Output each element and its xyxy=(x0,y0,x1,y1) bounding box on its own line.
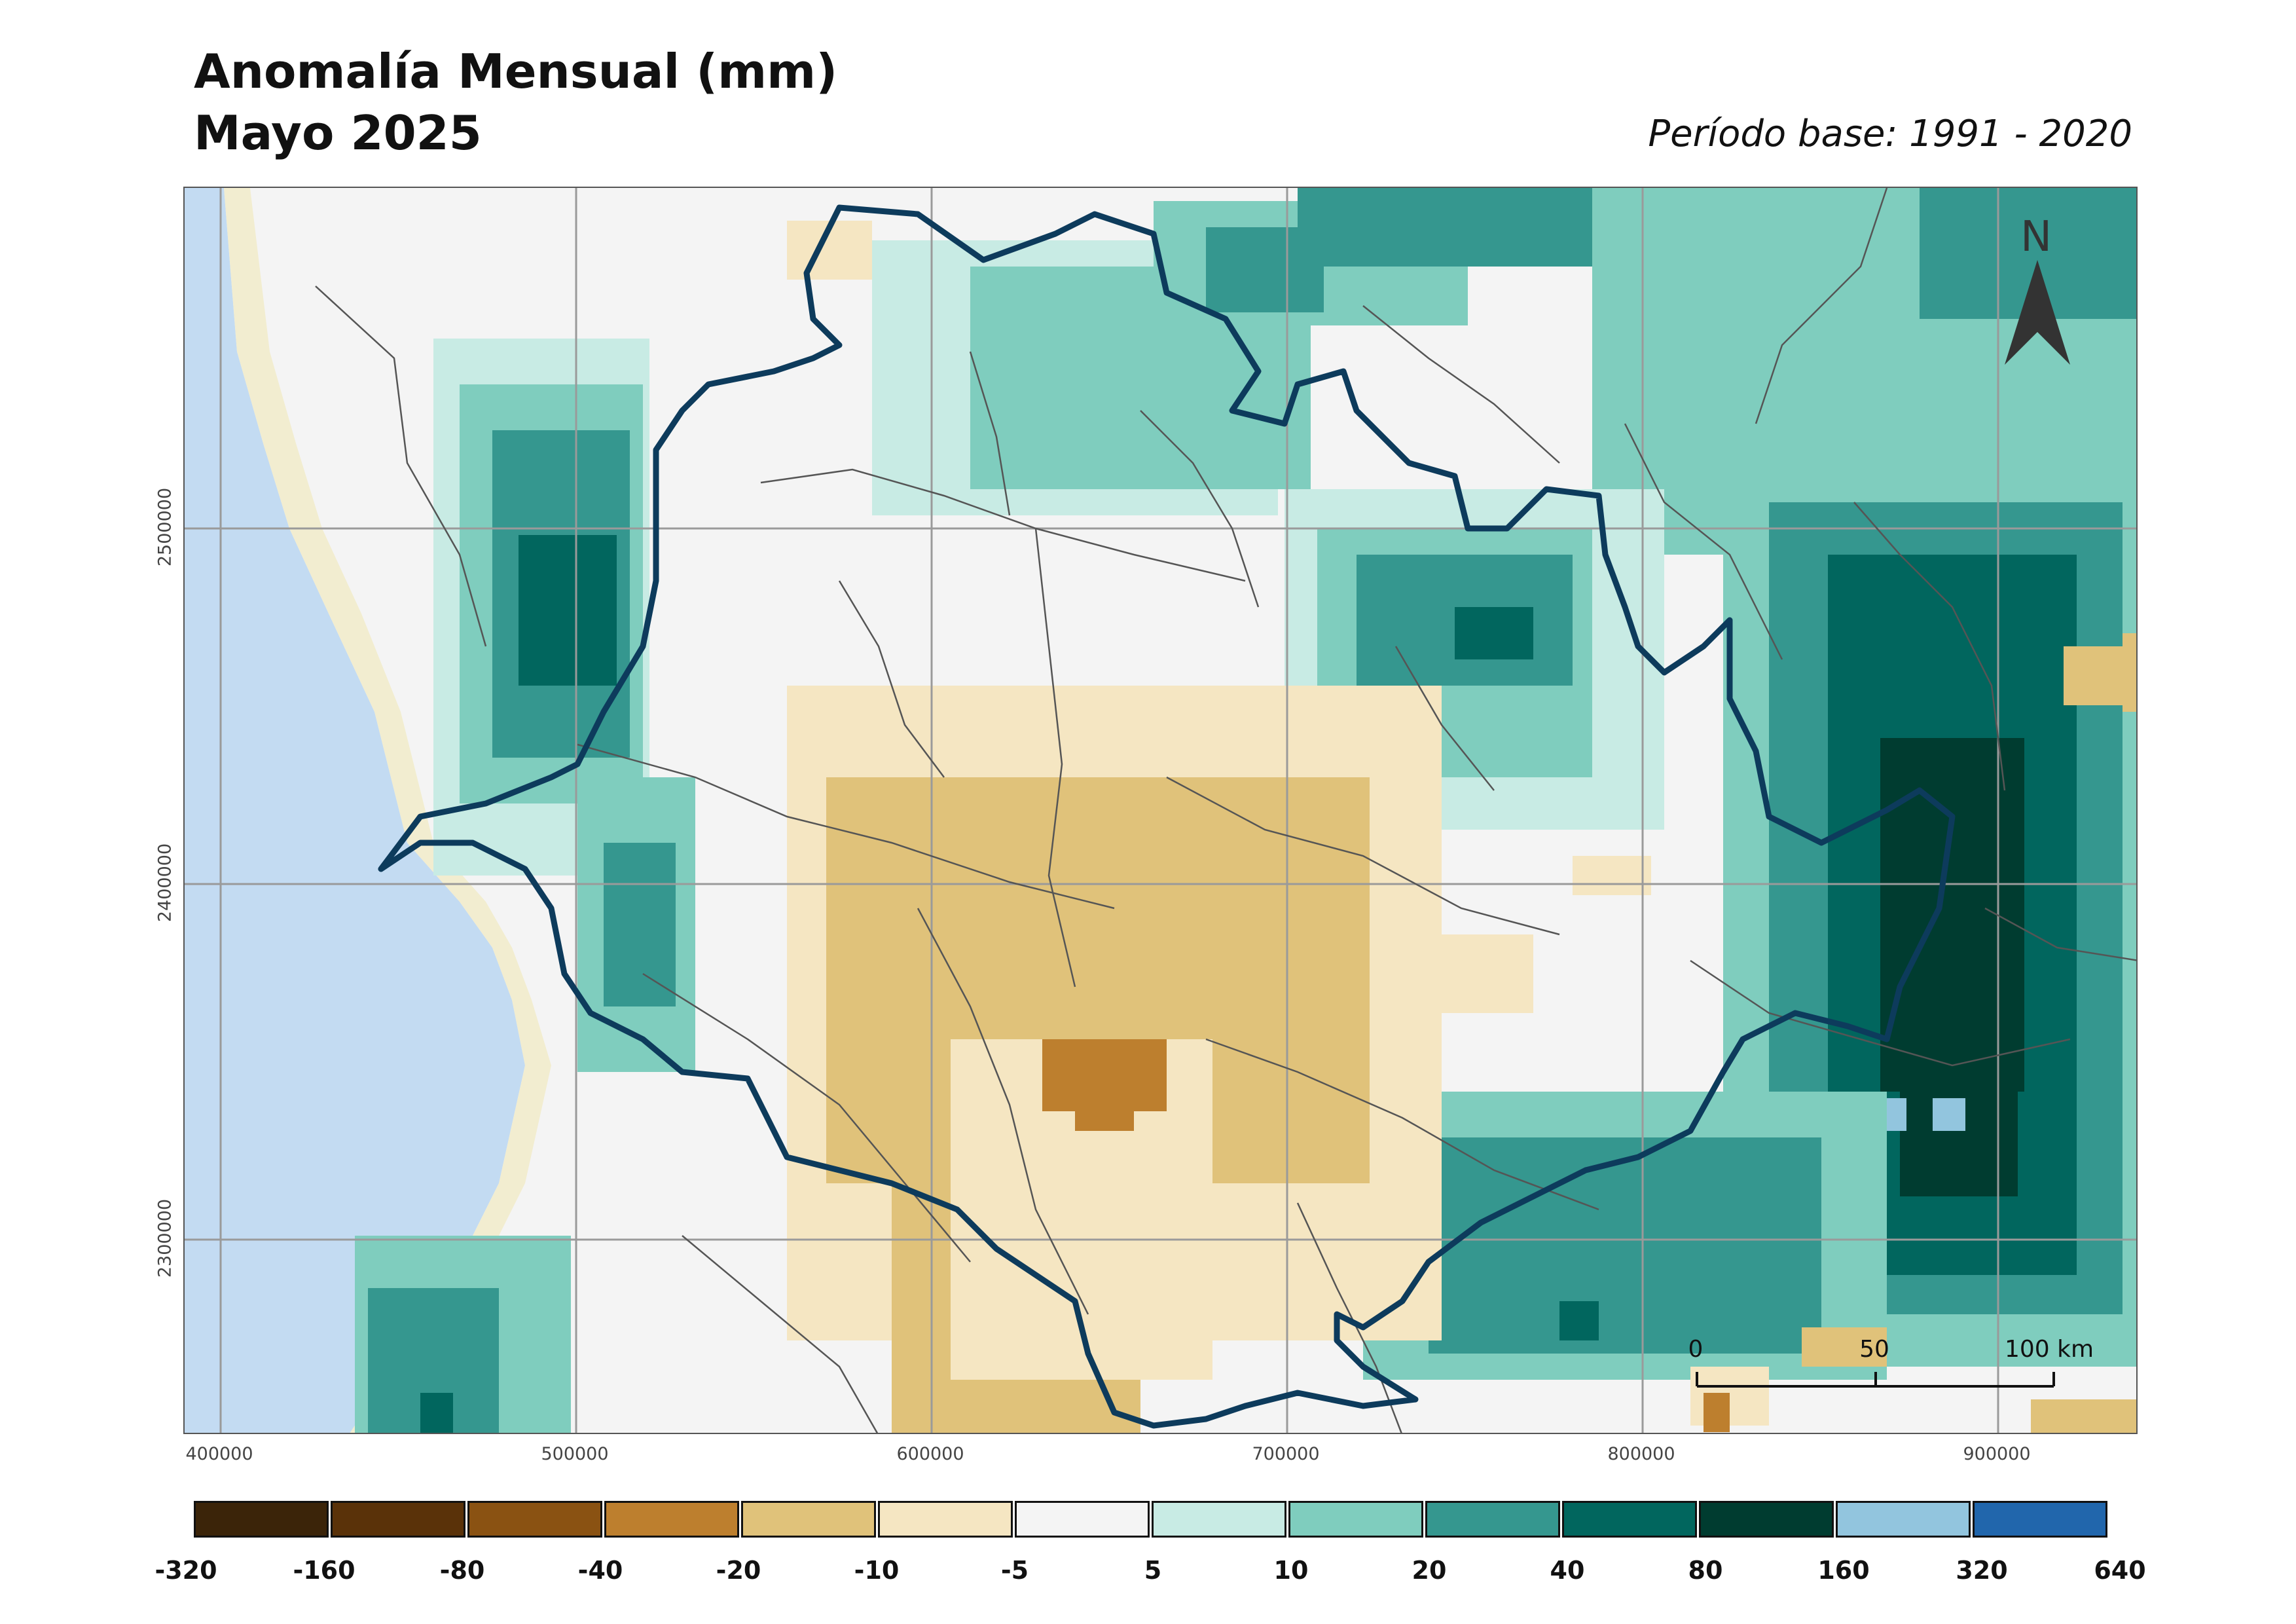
legend-break-label: 640 xyxy=(2094,1556,2146,1585)
anomaly-raster xyxy=(355,188,2136,1433)
y-tick-2500000: 2500000 xyxy=(155,487,175,567)
scale-label-0: 0 xyxy=(1688,1336,1704,1363)
legend-class-3 xyxy=(467,1501,602,1538)
scale-label-100: 100 km xyxy=(2004,1336,2094,1363)
map-frame[interactable] xyxy=(183,187,2138,1434)
x-tick-500000: 500000 xyxy=(541,1444,609,1464)
x-tick-900000: 900000 xyxy=(1963,1444,2031,1464)
legend-break-label: 20 xyxy=(1412,1556,1447,1585)
legend-break-label: -5 xyxy=(1000,1556,1029,1585)
x-tick-400000: 400000 xyxy=(185,1444,253,1464)
scale-bar xyxy=(1696,1372,2055,1388)
map-title: Anomalía Mensual (mm) Mayo 2025 xyxy=(194,41,837,164)
legend-class-11 xyxy=(1562,1501,1697,1538)
coast-strip xyxy=(224,188,551,1433)
legend-class-2 xyxy=(331,1501,465,1538)
legend-class-6 xyxy=(878,1501,1013,1538)
x-tick-600000: 600000 xyxy=(896,1444,964,1464)
legend-break-label: -40 xyxy=(577,1556,623,1585)
ocean-area xyxy=(185,188,525,1433)
north-label: N xyxy=(2020,213,2052,261)
scale-label-50: 50 xyxy=(1859,1336,1889,1363)
legend-break-label: 80 xyxy=(1688,1556,1723,1585)
legend-break-label: -10 xyxy=(854,1556,900,1585)
legend-break-label: -160 xyxy=(293,1556,355,1585)
municipal-boundaries xyxy=(315,188,2136,1433)
title-line-2: Mayo 2025 xyxy=(194,105,482,160)
y-tick-2300000: 2300000 xyxy=(155,1198,175,1278)
base-period-label: Período base: 1991 - 2020 xyxy=(1648,113,2132,155)
legend-class-9 xyxy=(1288,1501,1423,1538)
legend-class-7 xyxy=(1015,1501,1150,1538)
legend-break-label: 40 xyxy=(1550,1556,1585,1585)
legend-class-5 xyxy=(741,1501,876,1538)
legend-break-label: 10 xyxy=(1273,1556,1309,1585)
legend-class-14 xyxy=(1973,1501,2107,1538)
legend-break-label: -80 xyxy=(439,1556,485,1585)
legend-break-label: 160 xyxy=(1817,1556,1870,1585)
legend-class-13 xyxy=(1836,1501,1971,1538)
map-canvas xyxy=(185,188,2136,1433)
x-tick-800000: 800000 xyxy=(1607,1444,1675,1464)
legend-class-4 xyxy=(604,1501,739,1538)
legend-break-label: 5 xyxy=(1144,1556,1162,1585)
legend-class-12 xyxy=(1699,1501,1834,1538)
legend-break-label: -320 xyxy=(155,1556,217,1585)
graticule xyxy=(185,188,2136,1433)
north-arrow xyxy=(2005,260,2070,365)
title-line-1: Anomalía Mensual (mm) xyxy=(194,44,838,99)
legend-class-10 xyxy=(1425,1501,1560,1538)
legend-break-label: -20 xyxy=(716,1556,761,1585)
legend-class-1 xyxy=(194,1501,329,1538)
legend-class-8 xyxy=(1152,1501,1286,1538)
x-tick-700000: 700000 xyxy=(1252,1444,1320,1464)
y-tick-2400000: 2400000 xyxy=(155,843,175,923)
legend-break-label: 320 xyxy=(1956,1556,2008,1585)
state-boundary xyxy=(378,204,1956,1429)
